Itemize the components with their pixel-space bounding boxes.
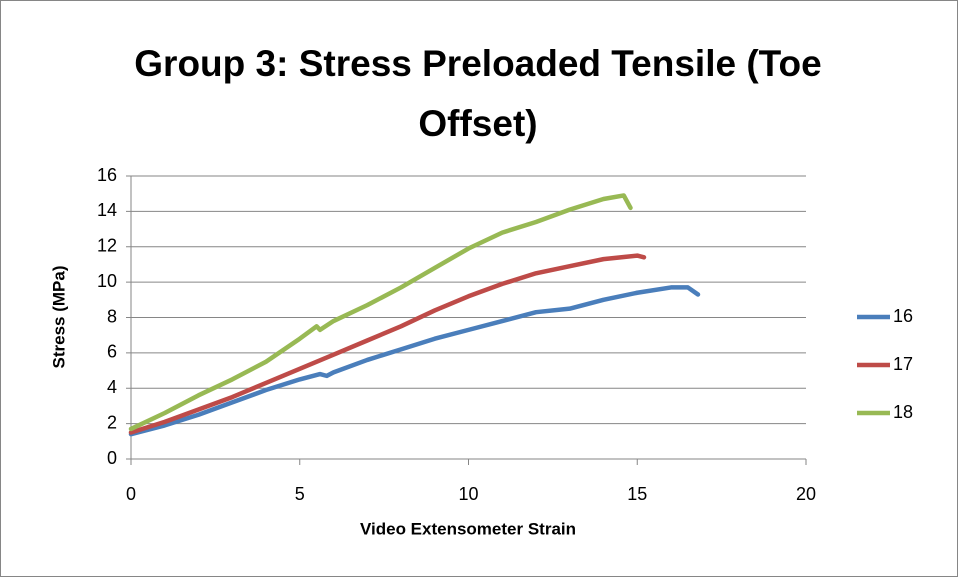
x-tick-label: 5 bbox=[295, 484, 305, 504]
data-line bbox=[128, 193, 633, 432]
y-tick-label: 16 bbox=[97, 165, 117, 185]
legend-label: 16 bbox=[893, 306, 913, 326]
chart-title: Group 3: Stress Preloaded Tensile (Toe O… bbox=[134, 43, 822, 144]
y-tick-label: 10 bbox=[97, 271, 117, 291]
y-tick-label: 4 bbox=[107, 377, 117, 397]
x-axis-label: Video Extensometer Strain bbox=[360, 519, 576, 538]
x-tick-label: 20 bbox=[796, 484, 816, 504]
y-tick-label: 0 bbox=[107, 448, 117, 468]
x-tick-label: 0 bbox=[126, 484, 136, 504]
y-tick-label: 12 bbox=[97, 236, 117, 256]
legend-label: 18 bbox=[893, 402, 913, 422]
data-line bbox=[128, 253, 647, 435]
y-tick-label: 2 bbox=[107, 412, 117, 432]
y-tick-label: 14 bbox=[97, 200, 117, 220]
data-line bbox=[128, 285, 701, 437]
y-axis-label: Stress (MPa) bbox=[49, 266, 68, 369]
legend-label: 17 bbox=[893, 354, 913, 374]
x-tick-label: 15 bbox=[627, 484, 647, 504]
x-tick-label: 10 bbox=[458, 484, 478, 504]
y-tick-label: 6 bbox=[107, 342, 117, 362]
y-tick-label: 8 bbox=[107, 306, 117, 326]
